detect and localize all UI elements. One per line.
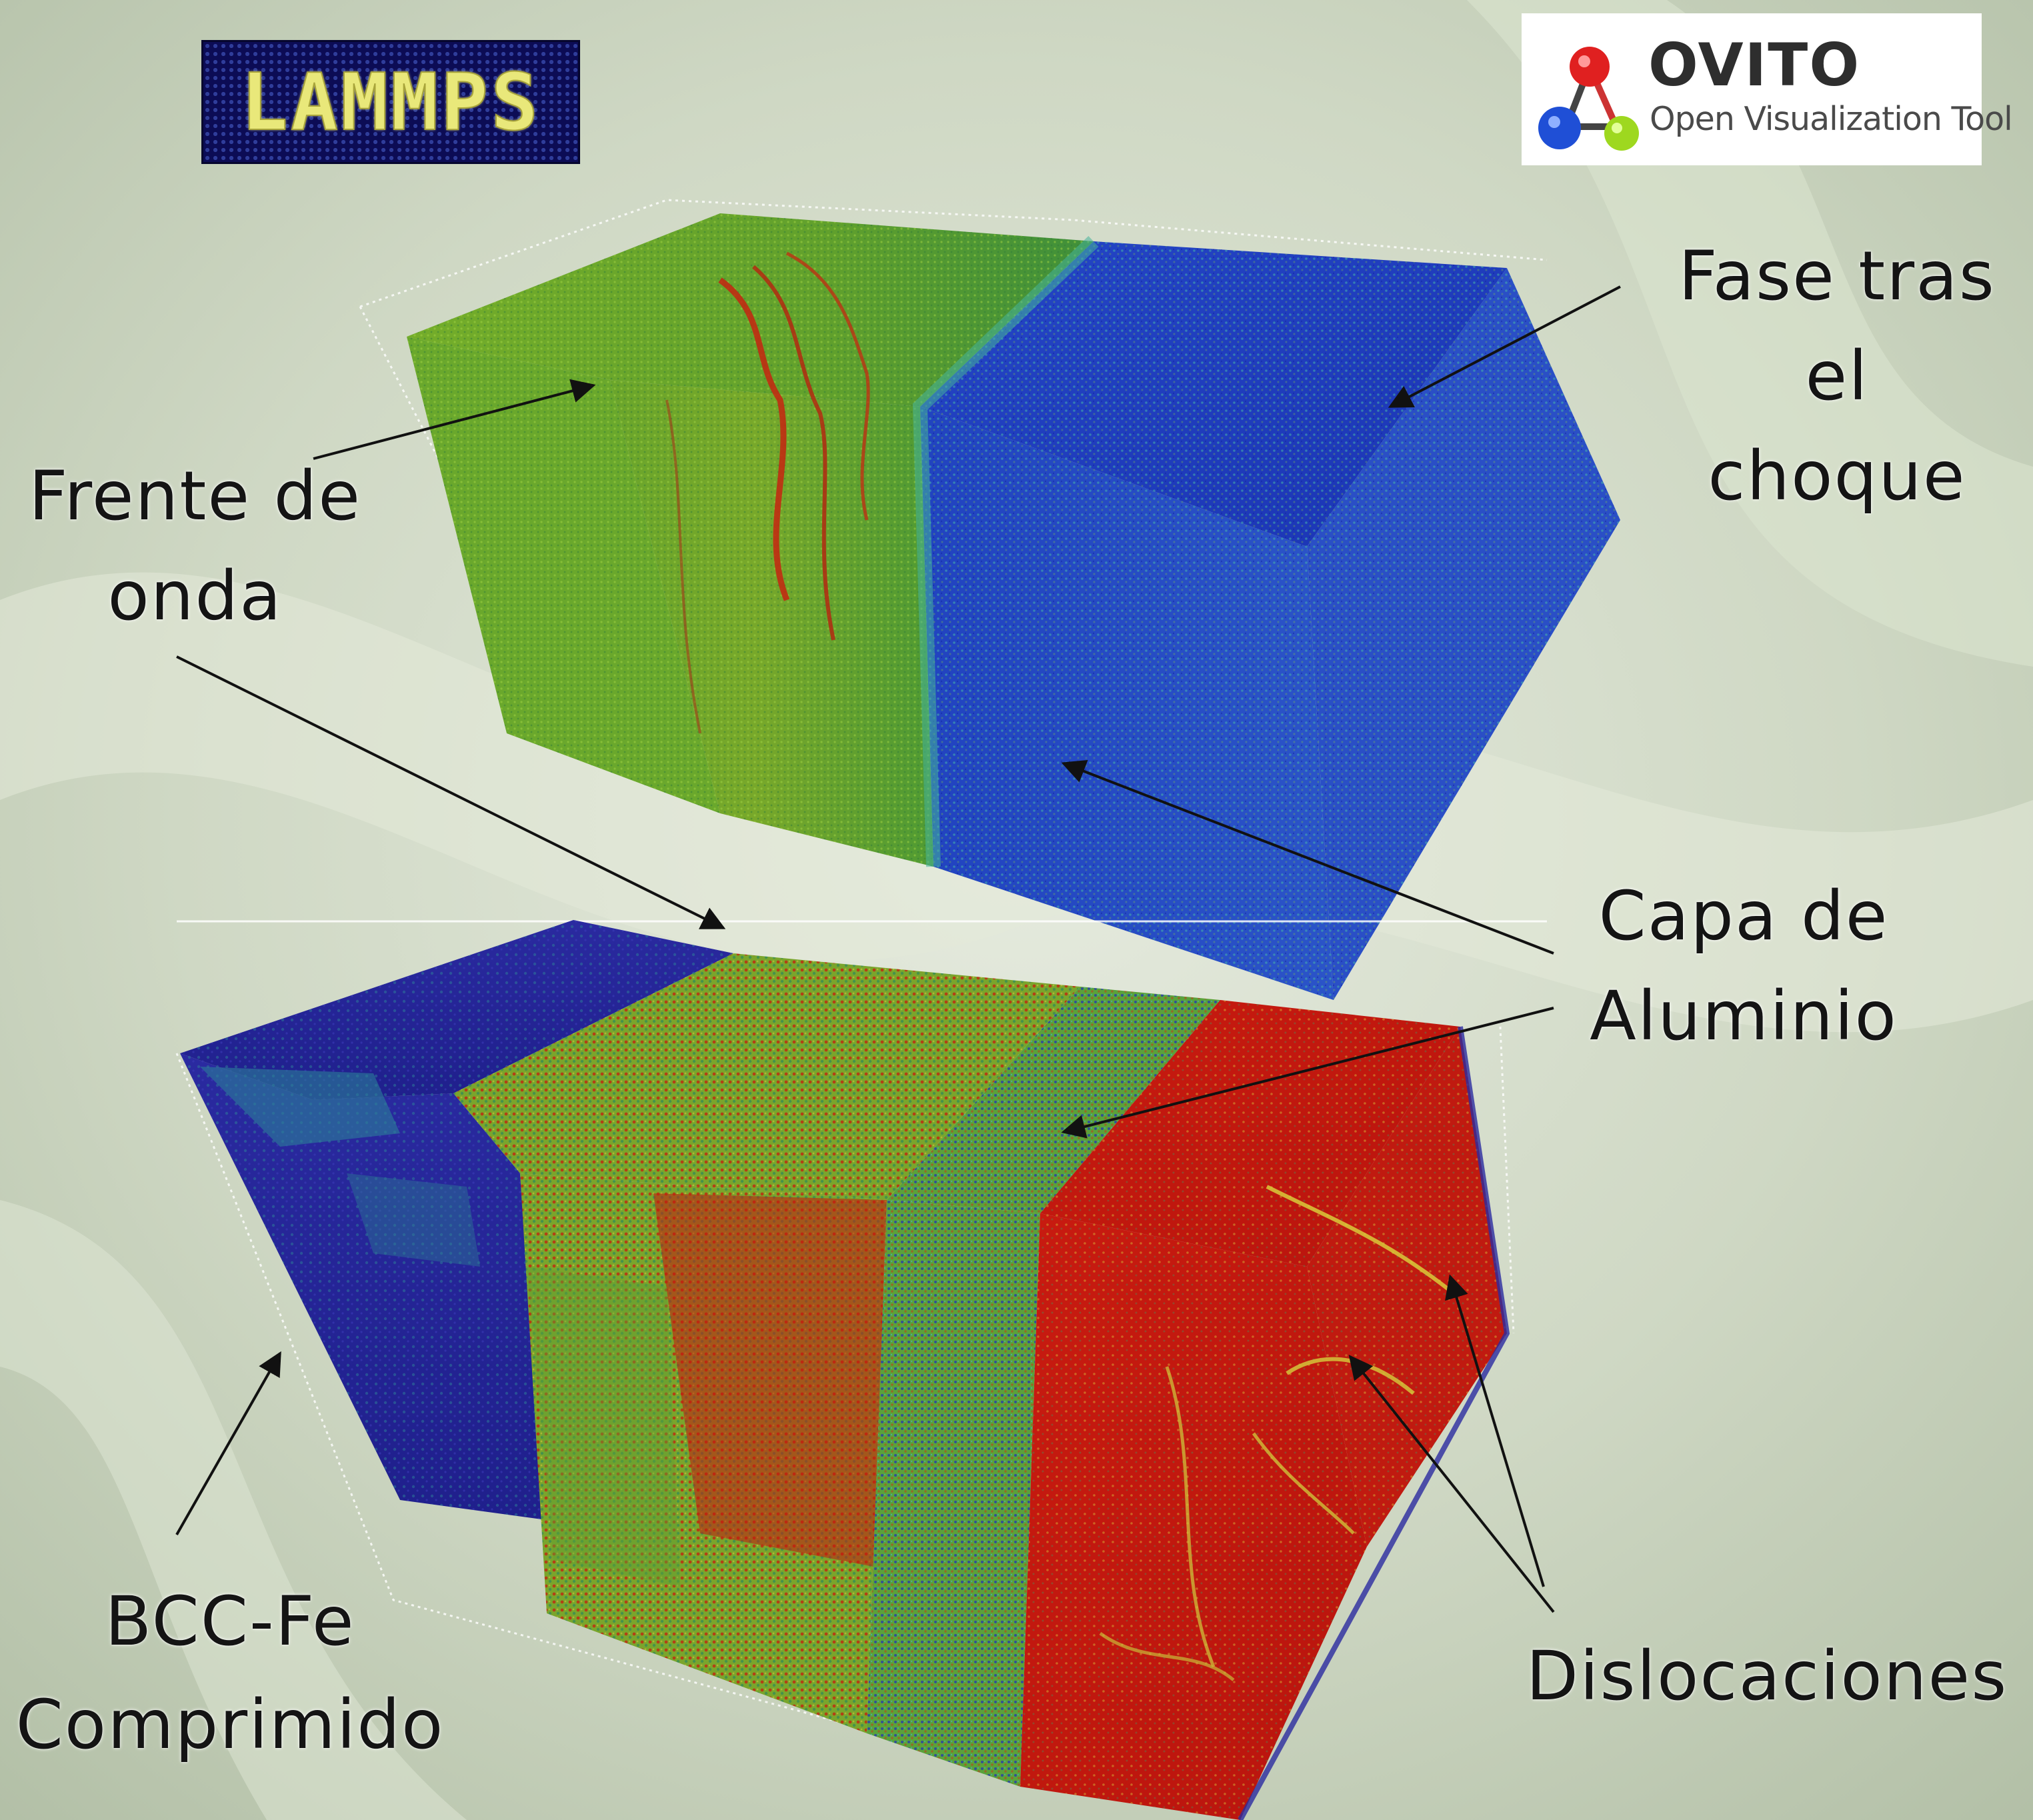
- annotation-arrows: [175, 285, 1621, 1613]
- bottom-box-right-edge: [1238, 1026, 1510, 1820]
- bottom-box-front-face-band: [867, 1200, 1040, 1787]
- label-line: Fase tras el: [1678, 237, 1996, 416]
- label-line: BCC-Fe: [105, 1582, 355, 1661]
- arrow-frente-onda-top: [313, 379, 596, 460]
- top-box-red-streak: [785, 251, 870, 521]
- bottom-simulation-box: [175, 920, 1515, 1820]
- arrow-capa-aluminio-top: [1061, 759, 1554, 955]
- top-box-left-face-texture: [407, 337, 720, 813]
- label-capa-de-aluminio: Capa de Aluminio: [1557, 867, 1930, 1067]
- label-line: Frente de: [28, 457, 361, 536]
- bottom-box-teal-patch: [200, 1067, 400, 1147]
- dislocation-line: [1165, 1366, 1216, 1667]
- top-box-red-streak: [752, 265, 835, 641]
- label-line: Dislocaciones: [1526, 1637, 2008, 1716]
- label-line: onda: [107, 557, 283, 636]
- bottom-box-front-red-overlay: [653, 1193, 887, 1567]
- arrow-dislocaciones-2: [1445, 1274, 1545, 1587]
- arrow-dislocaciones-1: [1348, 1355, 1555, 1613]
- label-dislocaciones: Dislocaciones: [1514, 1627, 2020, 1727]
- label-line: Comprimido: [15, 1685, 445, 1765]
- top-box-right-face-texture: [1307, 268, 1620, 1000]
- top-box-top-face-blue-texture: [920, 241, 1507, 547]
- bottom-box-top-face-red-texture: [1040, 1000, 1460, 1267]
- label-bcc-fe-comprimido: BCC-Fe Comprimido: [7, 1570, 453, 1777]
- bottom-box-front-face-red-texture: [1020, 1213, 1367, 1820]
- bottom-box-wireframe: [175, 1026, 1515, 1795]
- ovito-logo: OVITO Open Visualization Tool: [1522, 13, 2013, 165]
- dislocation-line: [1266, 1185, 1455, 1295]
- bottom-box-front-green-overlay: [527, 1267, 680, 1587]
- ovito-title: OVITO: [1648, 31, 1861, 99]
- top-simulation-box: [359, 199, 1620, 1000]
- top-box-red-streak: [665, 399, 701, 734]
- top-box-front-face-blue-texture: [920, 407, 1334, 1000]
- background-swirl: [1467, 0, 2033, 667]
- top-box-red-streak: [718, 277, 790, 601]
- bottom-box-right-face-texture: [1307, 1027, 1507, 1547]
- bottom-box-top-face-mixed: [453, 953, 1080, 1200]
- label-frente-de-onda: Frente de onda: [13, 447, 377, 647]
- ovito-subtitle: Open Visualization Tool: [1650, 100, 2013, 138]
- lammps-logo: LAMMPS: [201, 40, 580, 164]
- arrow-bcc-fe: [175, 1351, 281, 1535]
- arrow-fase-tras-choque: [1388, 285, 1621, 408]
- label-fase-tras-choque: Fase tras el choque: [1637, 227, 2033, 527]
- bottom-box-teal-patch: [347, 1173, 480, 1267]
- dislocation-line: [1252, 1432, 1355, 1535]
- arrow-frente-onda-bottom: [176, 655, 726, 929]
- bottom-box-left-face-texture: [180, 1053, 547, 1520]
- background-swirl: [0, 1200, 467, 1820]
- top-box-phase-boundary: [912, 236, 1099, 867]
- top-box-front-face-green-texture: [610, 380, 933, 867]
- dislocation-line: [1099, 1631, 1235, 1681]
- ovito-molecule-icon: [1538, 47, 1639, 151]
- label-line: Aluminio: [1590, 977, 1898, 1056]
- bottom-box-top-face-blue-texture: [180, 920, 733, 1100]
- label-line: choque: [1708, 437, 1966, 516]
- lammps-logo-text: LAMMPS: [240, 55, 541, 149]
- label-line: Capa de: [1598, 877, 1889, 956]
- bottom-box-top-face-band: [887, 987, 1220, 1213]
- arrow-capa-aluminio-bottom: [1061, 1007, 1554, 1139]
